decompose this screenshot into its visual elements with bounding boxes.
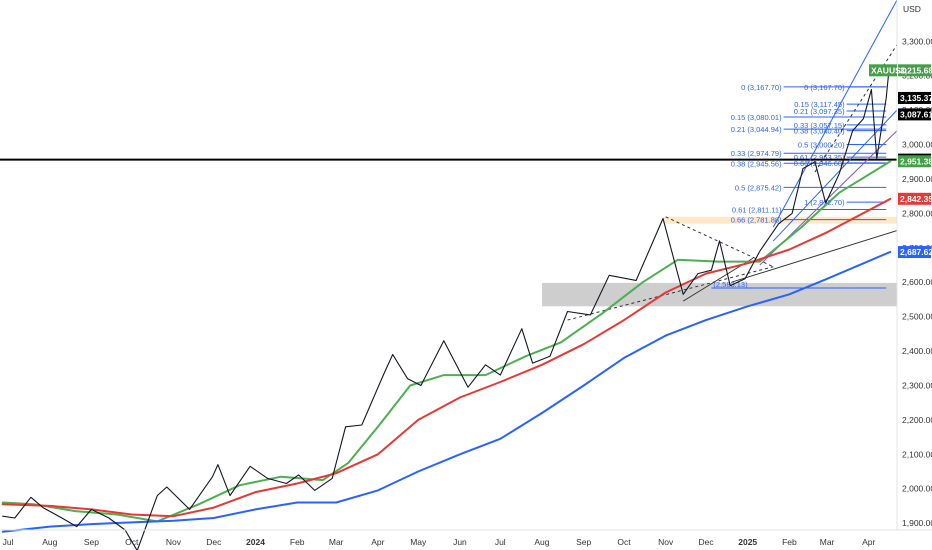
- y-tick-label: 3,300.00: [902, 36, 932, 46]
- fib-level-label: 0.33 (3,057.15): [794, 121, 845, 130]
- x-tick-label: Dec: [206, 537, 222, 547]
- currency-label: USD: [903, 4, 921, 14]
- x-tick-label: Dec: [698, 537, 714, 547]
- x-tick-label: Nov: [658, 537, 674, 547]
- fib-level-label: 0.5 (3,000.20): [798, 140, 845, 149]
- x-tick-label: Mar: [820, 537, 835, 547]
- y-tick-label: 2,600.00: [902, 277, 932, 287]
- price-badge: [898, 108, 931, 121]
- price-badge: [898, 91, 931, 104]
- price-badge: [898, 192, 931, 205]
- price-badge-value: 3,215.68: [900, 65, 932, 75]
- price-line: [2, 70, 890, 550]
- symbol-badge: [869, 64, 897, 77]
- support-zone: [663, 216, 897, 224]
- y-tick-label: 2,300.00: [902, 380, 932, 390]
- price-badge: [898, 155, 931, 168]
- fib-level-label: 0.66 (2,946.60): [794, 159, 845, 168]
- price-badge-value: 2,951.38: [900, 156, 932, 166]
- y-tick-label: 2,900.00: [902, 174, 932, 184]
- y-tick-label: 3,000.00: [902, 140, 932, 150]
- x-tick-label: Jul: [3, 537, 14, 547]
- fib-level-label: 0.38 (2,945.56): [731, 159, 782, 168]
- trend-line: [772, 109, 898, 242]
- fib-level-label: 0.15 (3,080.01): [731, 113, 782, 122]
- price-badge: [898, 64, 931, 77]
- x-tick-label: Oct: [617, 537, 631, 547]
- price-badge-value: 3,087.61: [900, 109, 932, 119]
- x-tick-label: Apr: [862, 537, 875, 547]
- y-tick-label: 2,800.00: [902, 208, 932, 218]
- x-tick-label: Feb: [290, 537, 305, 547]
- support-zone: [541, 282, 897, 307]
- x-tick-label: Sep: [576, 537, 591, 547]
- x-tick-label: Nov: [166, 537, 182, 547]
- x-tick-label: Jun: [453, 537, 467, 547]
- x-tick-label: Sep: [84, 537, 99, 547]
- x-tick-label: Jul: [495, 537, 506, 547]
- x-tick-label: May: [410, 537, 427, 547]
- fib-level-label: 0 (3,167.70): [804, 83, 845, 92]
- x-tick-label: Aug: [534, 537, 549, 547]
- y-tick-label: 2,100.00: [902, 449, 932, 459]
- price-badge-value: 2,687.62: [900, 247, 932, 257]
- series-group: [1, 70, 892, 550]
- fib-level-label: 1 (2,832.70): [804, 198, 845, 207]
- symbol-badge-label: XAUUSD: [871, 65, 907, 75]
- fib-level-label: 0.61 (2,811.11): [732, 206, 782, 215]
- x-tick-label: Apr: [371, 537, 384, 547]
- fibonacci-levels: 0 (3,167.70) 0.15 (3,080.01) 0.21 (3,044.9…: [711, 83, 887, 289]
- x-tick-label: Mar: [329, 537, 344, 547]
- moving-average-line: [1, 250, 892, 533]
- y-tick-label: 2,500.00: [902, 312, 932, 322]
- y-tick-label: 1,900.00: [902, 518, 932, 528]
- trend-line: [772, 0, 898, 228]
- price-badge-value: 2,842.35: [900, 194, 932, 204]
- fib-level-label: 0.5 (2,875.42): [735, 183, 782, 192]
- fib-level-label: (2,583.13): [713, 280, 748, 289]
- y-tick-label: 2,200.00: [902, 415, 932, 425]
- fib-level-label: 0.33 (2,974.79): [731, 149, 782, 158]
- fib-level-label: 0.61 (2,963.35): [794, 153, 845, 162]
- support-zones: [541, 216, 897, 307]
- fib-level-label: 0 (3,167.70): [741, 83, 782, 92]
- x-tick-label: Oct: [125, 537, 139, 547]
- x-tick-label: 2025: [738, 537, 757, 547]
- x-tick-label: Aug: [42, 537, 57, 547]
- fib-level-label: 0.15 (3,117.45): [794, 100, 845, 109]
- x-tick-label: Feb: [782, 537, 797, 547]
- moving-average-line: [1, 160, 892, 523]
- moving-average-line: [1, 197, 892, 518]
- price-badges: 3,215.68XAUUSD3,135.373,087.612,956.192,…: [869, 64, 932, 259]
- fib-level-label: 0.21 (3,097.35): [794, 107, 845, 116]
- price-badge-value: 3,135.37: [900, 93, 932, 103]
- fib-level-label: 0.38 (3,040.40): [794, 127, 845, 136]
- fib-level-label: 0.66 (2,781.88): [731, 216, 782, 225]
- y-tick-label: 2,400.00: [902, 346, 932, 356]
- y-tick-label: 2,000.00: [902, 484, 932, 494]
- price-badge: [898, 246, 931, 259]
- trend-line: [731, 230, 898, 283]
- fib-level-label: 0.21 (3,044.94): [731, 125, 782, 134]
- x-tick-label: 2024: [246, 537, 265, 547]
